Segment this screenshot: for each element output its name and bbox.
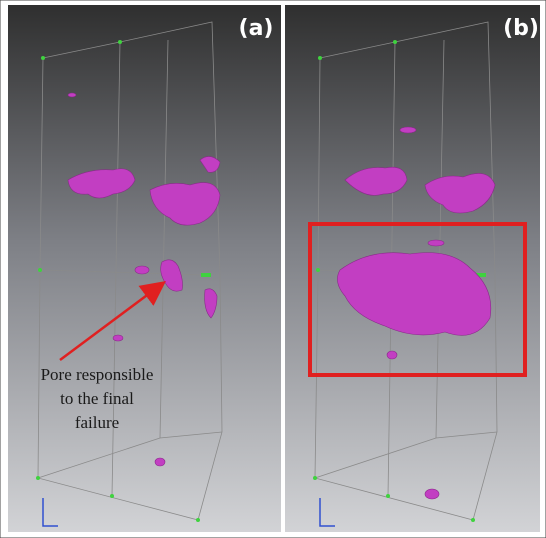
annotation-line: to the final [60,389,134,408]
annotation-line: Pore responsible [41,365,154,384]
figure: Pore responsible to the final failure (a… [0,0,546,538]
page: Pore responsible to the final failure (a… [0,0,546,538]
panel-b: (b) [285,5,540,532]
annotation-line: failure [75,413,119,432]
panel-label: (b) [503,16,539,41]
panel-label: (a) [239,16,274,41]
panel-a: Pore responsible to the final failure (a… [8,5,281,532]
